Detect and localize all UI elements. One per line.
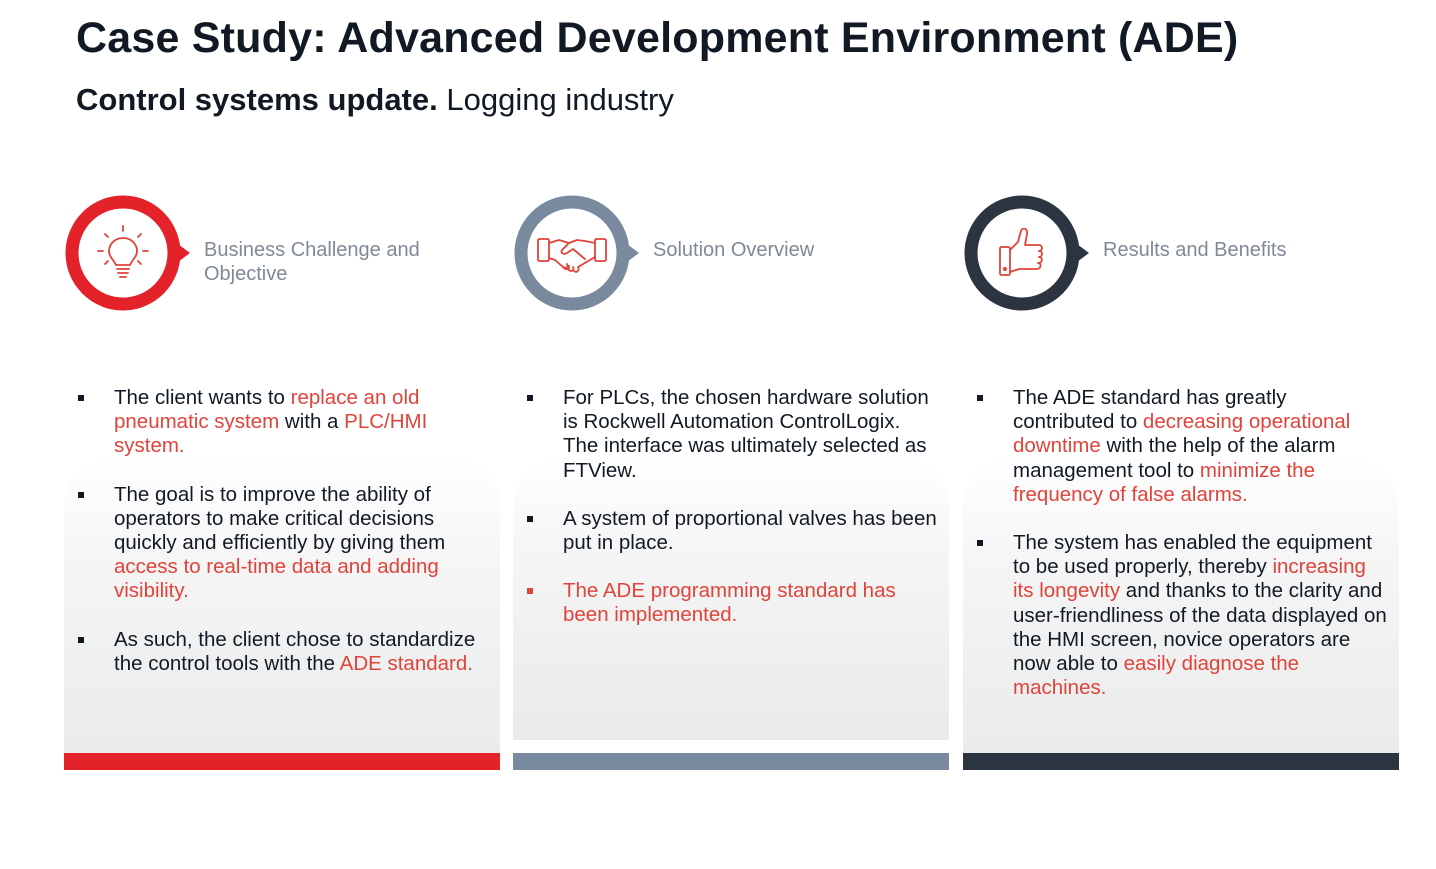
bullet-text: For PLCs, the chosen hardware solution i…: [563, 386, 929, 482]
column-panel: [64, 458, 500, 770]
page-title: Case Study: Advanced Development Environ…: [76, 14, 1239, 62]
column-business-challenge: Business Challenge and Objective The cli…: [64, 190, 500, 772]
list-item: For PLCs, the chosen hardware solution i…: [527, 386, 937, 483]
highlight-text: replace an old pneumatic system: [114, 386, 420, 434]
list-item: The client wants to replace an old pneum…: [78, 386, 488, 459]
list-item: A system of proportional valves has been…: [527, 507, 937, 555]
column-heading: Solution Overview: [653, 239, 815, 261]
bullet-text: The client wants to: [114, 386, 291, 409]
thumbs-up-icon: [963, 194, 1089, 312]
column-heading: Business Challenge and Objective: [204, 239, 420, 285]
handshake-icon: [513, 194, 639, 312]
column-solution-overview: Solution Overview For PLCs, the chosen h…: [513, 190, 949, 772]
highlight-text: increasing its longevity: [1013, 555, 1366, 603]
bullet-text: The ADE standard has greatly contributed…: [1013, 386, 1287, 434]
bullet-list: The client wants to replace an old pneum…: [78, 386, 488, 700]
highlight-text: decreasing operational downtime: [1013, 410, 1351, 458]
list-item: The ADE programming standard has been im…: [527, 579, 937, 627]
bullet-text: The goal is to improve the ability of op…: [114, 482, 446, 555]
column-panel: [963, 458, 1399, 770]
list-item: The system has enabled the equipment to …: [977, 531, 1387, 700]
highlight-text: minimize the frequency of false alarms.: [1013, 458, 1315, 506]
bullet-text: The system has enabled the equipment to …: [1013, 531, 1372, 579]
page-subtitle: Control systems update. Logging industry: [76, 82, 674, 118]
list-item: The goal is to improve the ability of op…: [78, 483, 488, 604]
column-heading: Results and Benefits: [1103, 239, 1287, 261]
list-item: As such, the client chose to standardize…: [78, 628, 488, 676]
highlight-text: easily diagnose the machines.: [1013, 652, 1300, 700]
highlight-text: access to real-time data and adding visi…: [114, 555, 439, 603]
column-accent-bar: [64, 753, 500, 770]
list-item: The ADE standard has greatly contributed…: [977, 386, 1387, 507]
bullet-text: A system of proportional valves has been…: [563, 506, 937, 555]
column-results-benefits: Results and Benefits The ADE standard ha…: [963, 190, 1399, 772]
highlight-text: PLC/HMI system.: [114, 410, 428, 458]
column-accent-bar: [513, 753, 949, 770]
bullet-text: As such, the client chose to standardize…: [114, 627, 476, 675]
bullet-text: with a: [279, 410, 345, 434]
column-accent-bar: [963, 753, 1399, 770]
bullet-text: and thanks to the clarity and user-frien…: [1013, 579, 1387, 676]
highlight-text: ADE standard.: [339, 651, 473, 675]
column-panel: [513, 458, 949, 740]
subtitle-industry: Logging industry: [446, 82, 674, 117]
bullet-text: with the help of the alarm management to…: [1013, 434, 1336, 482]
lightbulb-icon: [64, 194, 190, 312]
bullet-list: For PLCs, the chosen hardware solution i…: [527, 386, 937, 652]
highlight-text: The ADE programming standard has been im…: [563, 579, 896, 627]
subtitle-topic: Control systems update.: [76, 82, 438, 117]
bullet-list: The ADE standard has greatly contributed…: [977, 386, 1387, 724]
